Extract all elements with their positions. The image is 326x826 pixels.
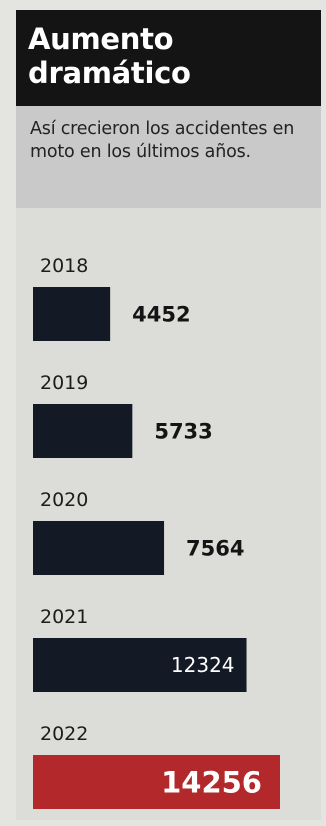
bar <box>33 638 247 692</box>
year-label: 2021 <box>40 606 88 628</box>
value-label: 7564 <box>186 537 244 561</box>
year-label: 2022 <box>40 723 88 745</box>
bar-highlight <box>33 755 280 809</box>
year-label: 2020 <box>40 489 88 511</box>
bar <box>33 287 111 341</box>
bar <box>33 404 133 458</box>
value-label: 4452 <box>132 303 190 327</box>
subtitle-block: Así crecieron los accidentes en moto en … <box>16 106 321 208</box>
year-label: 2018 <box>40 255 88 277</box>
value-label: 14256 <box>161 765 262 799</box>
title-block: Aumento dramático <box>16 10 321 106</box>
value-label: 5733 <box>154 420 212 444</box>
year-label: 2019 <box>40 372 88 394</box>
chart-panel: 2018 4452 2019 5733 2020 7564 2021 12324 2022 142… <box>16 208 321 820</box>
bar-chart: 2018 4452 2019 5733 2020 7564 2021 12324 2022 142… <box>33 255 280 809</box>
chart-subtitle: Así crecieron los accidentes en moto en … <box>30 119 295 162</box>
chart-title: Aumento dramático <box>28 22 191 90</box>
bar <box>33 521 165 575</box>
value-label: 12324 <box>171 653 235 677</box>
